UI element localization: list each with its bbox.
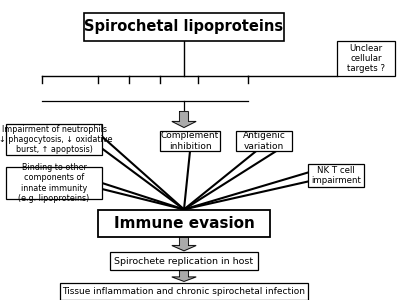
FancyBboxPatch shape bbox=[60, 283, 308, 300]
Text: NK T cell
impairment: NK T cell impairment bbox=[311, 166, 361, 185]
FancyBboxPatch shape bbox=[84, 13, 284, 41]
FancyBboxPatch shape bbox=[160, 131, 220, 151]
FancyBboxPatch shape bbox=[308, 164, 364, 187]
Text: Tissue inflammation and chronic spirochetal infection: Tissue inflammation and chronic spiroche… bbox=[62, 287, 306, 296]
Text: Immune evasion: Immune evasion bbox=[114, 216, 254, 231]
FancyBboxPatch shape bbox=[236, 131, 292, 151]
Polygon shape bbox=[172, 237, 196, 251]
Text: Spirochetal lipoproteins: Spirochetal lipoproteins bbox=[84, 20, 284, 34]
FancyBboxPatch shape bbox=[6, 124, 102, 154]
Text: Impairment of neutrophils
(↓ phagocytosis, ↓ oxidative
burst, ↑ apoptosis): Impairment of neutrophils (↓ phagocytosi… bbox=[0, 124, 112, 154]
FancyBboxPatch shape bbox=[6, 167, 102, 199]
FancyBboxPatch shape bbox=[98, 210, 270, 237]
Text: Complement
inhibition: Complement inhibition bbox=[161, 131, 219, 151]
Text: Spirochete replication in host: Spirochete replication in host bbox=[114, 256, 254, 266]
Polygon shape bbox=[172, 112, 196, 127]
FancyBboxPatch shape bbox=[110, 252, 258, 270]
FancyBboxPatch shape bbox=[337, 41, 395, 76]
Text: Unclear
cellular
targets ?: Unclear cellular targets ? bbox=[347, 44, 385, 74]
Polygon shape bbox=[172, 270, 196, 281]
Text: Binding to other
components of
innate immunity
(e.g. lipoproteins): Binding to other components of innate im… bbox=[18, 163, 90, 203]
Text: Antigenic
variation: Antigenic variation bbox=[242, 131, 286, 151]
